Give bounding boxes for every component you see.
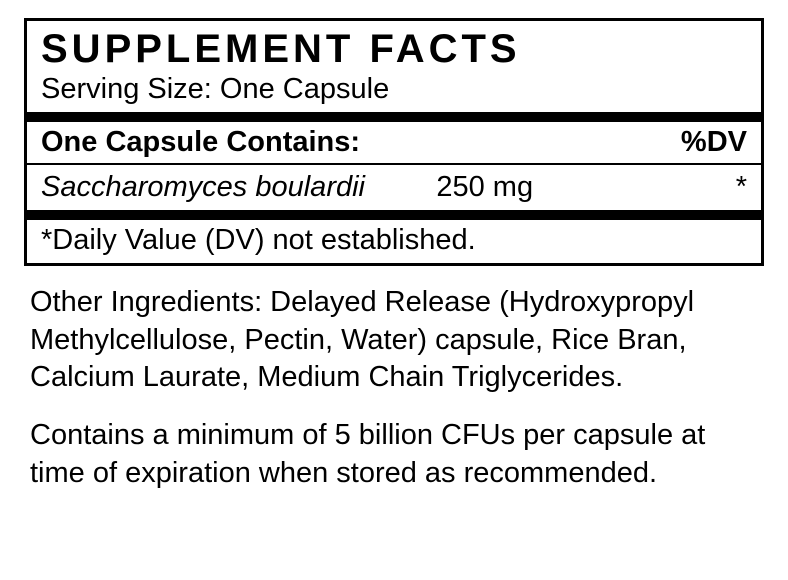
cfu-note: Contains a minimum of 5 billion CFUs per…: [24, 417, 764, 492]
header-right: %DV: [681, 126, 747, 159]
thick-rule-bottom: [27, 210, 761, 220]
panel-title: SUPPLEMENT FACTS: [27, 21, 761, 71]
dv-footnote: *Daily Value (DV) not established.: [27, 220, 761, 263]
serving-size-row: Serving Size: One Capsule: [27, 71, 761, 112]
serving-size-label: Serving Size:: [41, 73, 212, 105]
column-header-row: One Capsule Contains: %DV: [27, 122, 761, 163]
other-ingredients: Other Ingredients: Delayed Release (Hydr…: [24, 284, 764, 397]
ingredient-row: Saccharomyces boulardii 250 mg *: [27, 165, 761, 210]
ingredient-name: Saccharomyces boulardii: [41, 171, 436, 204]
supplement-facts-panel: SUPPLEMENT FACTS Serving Size: One Capsu…: [24, 18, 764, 266]
header-left: One Capsule Contains:: [41, 126, 360, 159]
thick-rule-top: [27, 112, 761, 122]
serving-size-value: One Capsule: [220, 73, 389, 105]
ingredient-amount: 250 mg: [436, 171, 648, 204]
ingredient-dv: *: [648, 171, 747, 204]
